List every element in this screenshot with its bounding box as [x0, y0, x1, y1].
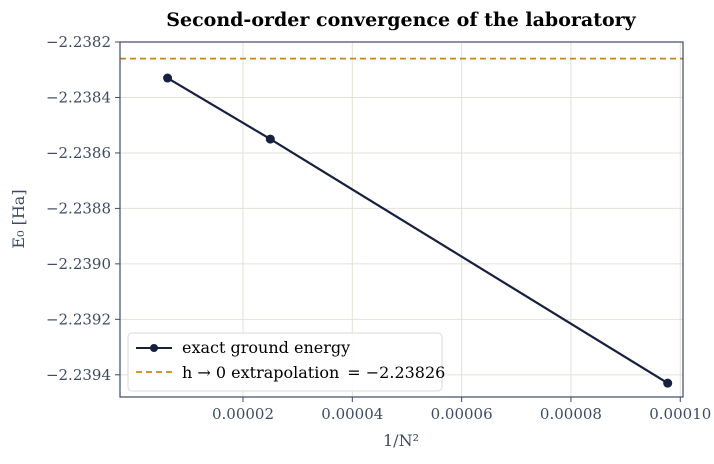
- y-tick-label: −2.2384: [46, 88, 111, 106]
- series-markers: [163, 73, 673, 388]
- x-tick-label: 0.00008: [540, 405, 602, 423]
- x-axis-label: 1/N²: [383, 431, 419, 450]
- x-tick-label: 0.00004: [321, 405, 383, 423]
- legend-box: [127, 332, 443, 392]
- legend-label-extrapolation: h → 0 extrapolation = −2.23826: [182, 363, 445, 382]
- y-tick-label: −2.2382: [46, 33, 111, 51]
- data-point: [163, 73, 173, 83]
- y-tick-label: −2.2390: [46, 255, 111, 273]
- x-tick-label: 0.00010: [649, 405, 711, 423]
- y-ticks: −2.2382 −2.2384 −2.2386 −2.2388 −2.2390 −2.23…: [46, 33, 120, 384]
- chart-title: Second-order convergence of the laborato…: [166, 9, 636, 31]
- data-point: [663, 378, 673, 388]
- y-tick-label: −2.2388: [46, 199, 111, 217]
- x-tick-label: 0.00006: [431, 405, 493, 423]
- legend-marker-series: [150, 344, 158, 352]
- y-tick-label: −2.2392: [46, 310, 111, 328]
- legend-label-series: exact ground energy: [182, 338, 350, 357]
- x-tick-label: 0.00002: [212, 405, 274, 423]
- x-ticks: 0.00002 0.00004 0.00006 0.00008 0.00010: [212, 397, 711, 423]
- legend-extrapolation-name: h → 0 extrapolation: [182, 363, 339, 382]
- legend-extrapolation-value: = −2.23826: [347, 363, 445, 382]
- legend: exact ground energy h → 0 extrapolation =…: [127, 332, 445, 392]
- y-axis-label: E₀ [Ha]: [9, 189, 28, 248]
- y-tick-label: −2.2394: [46, 366, 111, 384]
- data-point: [265, 134, 275, 144]
- y-tick-label: −2.2386: [46, 144, 111, 162]
- plot-frame: [119, 41, 684, 398]
